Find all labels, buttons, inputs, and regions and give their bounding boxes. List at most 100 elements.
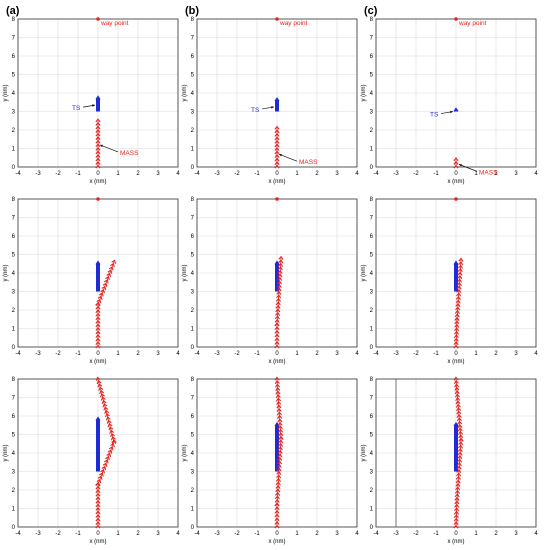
- mass-marker: [458, 437, 464, 442]
- mass-marker: [453, 341, 459, 346]
- y-tick-label: 7: [12, 396, 16, 402]
- mass-marker: [96, 478, 102, 484]
- mass-marker: [95, 153, 101, 158]
- mass-marker: [277, 262, 284, 267]
- x-tick-label: 0: [275, 531, 279, 537]
- mass-marker: [102, 462, 108, 467]
- mass-marker: [455, 306, 461, 311]
- y-axis-label: y (nm): [361, 265, 367, 282]
- mass-marker: [458, 434, 464, 439]
- mass-marker: [95, 326, 101, 331]
- annotation-arrow-head: [450, 110, 453, 114]
- mass-marker: [95, 305, 101, 310]
- mass-marker: [274, 153, 280, 158]
- plot-panel: -4 -3 -2 -1 0 1 2 3 4 0 1 2 3 4 5 6 7 8 x (nm) y (nm) way po…: [3, 17, 180, 185]
- mass-marker: [453, 379, 459, 385]
- y-tick-label: 4: [370, 271, 374, 277]
- x-axis-label: x (nm): [90, 179, 107, 185]
- y-tick-label: 0: [370, 345, 374, 351]
- y-axis-label: y (nm): [3, 445, 9, 462]
- mass-marker: [274, 125, 280, 130]
- mass-marker: [95, 496, 101, 501]
- mass-label: MASS: [479, 169, 498, 176]
- mass-marker: [277, 425, 283, 430]
- mass-marker: [453, 164, 459, 169]
- mass-marker: [274, 322, 280, 327]
- mass-marker: [274, 376, 280, 381]
- mass-marker: [95, 482, 101, 487]
- mass-marker: [454, 393, 460, 398]
- y-axis-label: y (nm): [3, 85, 9, 102]
- mass-marker: [456, 278, 463, 283]
- annotation-arrow-line: [99, 144, 119, 153]
- mass-marker: [274, 325, 280, 331]
- panel-labels: (a) (b) (c): [6, 5, 378, 17]
- mass-marker: [274, 344, 280, 349]
- mass-marker: [95, 121, 101, 126]
- x-tick-label: -3: [35, 531, 41, 537]
- y-tick-label: 6: [12, 234, 16, 240]
- y-tick-label: 5: [191, 253, 195, 259]
- mass-marker: [455, 400, 461, 405]
- mass-marker: [274, 160, 280, 165]
- mass-marker: [456, 285, 462, 290]
- mass-marker: [275, 304, 281, 309]
- y-tick-label: 7: [191, 36, 195, 42]
- x-tick-label: 3: [156, 531, 160, 537]
- y-tick-label: 8: [370, 377, 374, 383]
- x-tick-label: -2: [234, 351, 240, 357]
- x-tick-label: -1: [433, 351, 439, 357]
- x-tick-label: -1: [254, 351, 260, 357]
- y-tick-label: 3: [370, 470, 374, 476]
- mass-marker: [274, 132, 280, 137]
- y-tick-label: 2: [191, 308, 195, 314]
- mass-marker: [457, 427, 463, 432]
- x-axis-label: x (nm): [448, 539, 465, 545]
- x-tick-label: 0: [454, 531, 458, 537]
- mass-marker: [108, 266, 114, 271]
- ts-arrow: [453, 421, 459, 426]
- mass-marker: [274, 150, 280, 155]
- mass-marker: [456, 465, 462, 470]
- annotation-arrow-head: [92, 104, 95, 107]
- mass-marker: [95, 513, 101, 518]
- y-tick-label: 2: [191, 128, 195, 134]
- mass-marker: [276, 467, 282, 472]
- mass-marker: [95, 376, 101, 381]
- y-tick-label: 3: [12, 290, 16, 296]
- y-tick-label: 5: [370, 253, 374, 259]
- y-tick-label: 8: [12, 197, 16, 203]
- x-tick-label: -4: [373, 171, 379, 177]
- y-tick-label: 3: [370, 110, 374, 116]
- mass-marker: [95, 340, 101, 345]
- y-tick-label: 3: [12, 110, 16, 116]
- x-axis-label: x (nm): [448, 179, 465, 185]
- y-tick-label: 3: [191, 110, 195, 116]
- x-tick-label: 4: [176, 351, 180, 357]
- mass-marker: [111, 259, 117, 264]
- y-axis-label: y (nm): [182, 265, 188, 282]
- y-tick-label: 8: [12, 17, 16, 23]
- waypoint-label: way point: [100, 20, 129, 27]
- mass-marker: [274, 340, 280, 345]
- mass-marker: [276, 404, 282, 409]
- x-tick-label: 0: [96, 171, 100, 177]
- mass-marker: [456, 288, 462, 294]
- mass-marker: [454, 493, 460, 498]
- mass-marker: [277, 449, 283, 454]
- mass-marker: [105, 275, 110, 281]
- y-tick-label: 5: [370, 73, 374, 79]
- mass-marker: [457, 447, 463, 453]
- mass-marker: [274, 513, 280, 518]
- y-tick-label: 6: [191, 234, 195, 240]
- x-tick-label: 4: [355, 171, 359, 177]
- ts-label: TS: [251, 107, 260, 114]
- mass-marker: [274, 495, 280, 500]
- mass-marker: [274, 139, 280, 144]
- mass-marker: [458, 257, 464, 262]
- mass-marker: [95, 160, 101, 165]
- mass-marker: [456, 413, 462, 418]
- y-tick-label: 4: [191, 451, 195, 457]
- mass-marker: [275, 301, 281, 306]
